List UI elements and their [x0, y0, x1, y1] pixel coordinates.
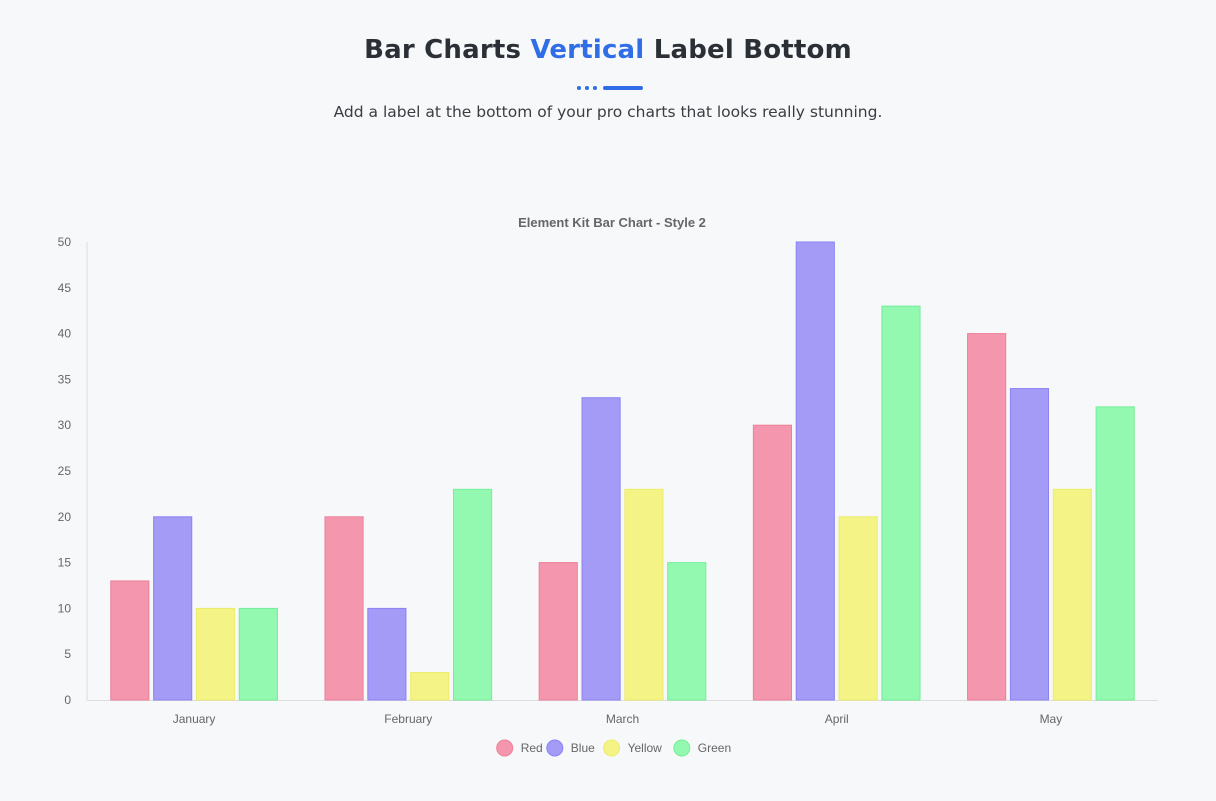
- bar-blue-april[interactable]: [795, 241, 835, 701]
- y-tick-label: 30: [58, 418, 72, 432]
- bar-yellow-january[interactable]: [195, 607, 236, 701]
- y-tick-label: 50: [58, 235, 72, 249]
- y-tick-label: 0: [64, 693, 71, 707]
- bar-blue-may[interactable]: [1009, 388, 1050, 701]
- legend-label-green[interactable]: Green: [698, 741, 731, 755]
- bar-yellow-february[interactable]: [410, 672, 450, 701]
- legend-swatch-green[interactable]: [673, 739, 691, 757]
- page-subtitle: Add a label at the bottom of your pro ch…: [333, 103, 883, 121]
- page-header: Bar Charts Vertical Label Bottom: [0, 26, 1216, 74]
- chart-title: Element Kit Bar Chart - Style 2: [518, 215, 706, 230]
- bar-red-may[interactable]: [967, 333, 1007, 701]
- bar-red-february[interactable]: [324, 516, 364, 701]
- y-tick-label: 20: [58, 510, 72, 524]
- legend-swatch-red[interactable]: [496, 739, 514, 757]
- bar-blue-january[interactable]: [153, 516, 193, 701]
- y-tick-label: 40: [58, 327, 72, 341]
- legend-label-red[interactable]: Red: [521, 741, 543, 755]
- bar-blue-march[interactable]: [581, 397, 621, 701]
- bar-yellow-may[interactable]: [1052, 488, 1092, 701]
- bar-green-january[interactable]: [238, 607, 278, 701]
- divider-line: [603, 86, 643, 90]
- x-tick-label: March: [606, 712, 639, 726]
- divider-dot: [577, 86, 581, 90]
- bar-green-march[interactable]: [667, 562, 707, 701]
- y-tick-label: 25: [58, 464, 72, 478]
- x-tick-label: February: [384, 712, 432, 726]
- divider-dot: [585, 86, 589, 90]
- legend-label-blue[interactable]: Blue: [571, 741, 595, 755]
- y-tick-label: 5: [64, 647, 71, 661]
- y-tick-label: 35: [58, 372, 72, 386]
- divider-dot: [593, 86, 597, 90]
- title-divider: [577, 86, 643, 90]
- x-tick-label: April: [825, 712, 849, 726]
- bar-green-february[interactable]: [453, 488, 493, 701]
- bar-yellow-april[interactable]: [838, 516, 878, 701]
- y-tick-label: 10: [58, 601, 72, 615]
- bar-yellow-march[interactable]: [624, 488, 664, 701]
- title-accent-text: Vertical: [530, 35, 645, 65]
- bar-green-may[interactable]: [1095, 406, 1135, 701]
- bar-red-march[interactable]: [538, 562, 578, 701]
- bar-chart: Element Kit Bar Chart - Style 2 0 5 10 15 20 2…: [58, 215, 1158, 757]
- title-text-end: Label Bottom: [653, 35, 852, 65]
- page-title: Bar Charts Vertical Label Bottom: [0, 26, 1216, 74]
- legend-swatch-blue[interactable]: [546, 739, 564, 757]
- y-tick-label: 45: [58, 281, 72, 295]
- x-tick-label: January: [173, 712, 216, 726]
- legend-swatch-yellow[interactable]: [603, 739, 621, 757]
- legend-label-yellow[interactable]: Yellow: [628, 741, 663, 755]
- x-tick-label: May: [1040, 712, 1063, 726]
- bar-red-april[interactable]: [752, 424, 793, 701]
- y-tick-label: 15: [58, 556, 72, 570]
- bar-blue-february[interactable]: [367, 607, 407, 701]
- title-text-start: Bar Charts: [364, 35, 522, 65]
- bar-red-january[interactable]: [110, 580, 150, 701]
- bar-green-april[interactable]: [881, 305, 921, 701]
